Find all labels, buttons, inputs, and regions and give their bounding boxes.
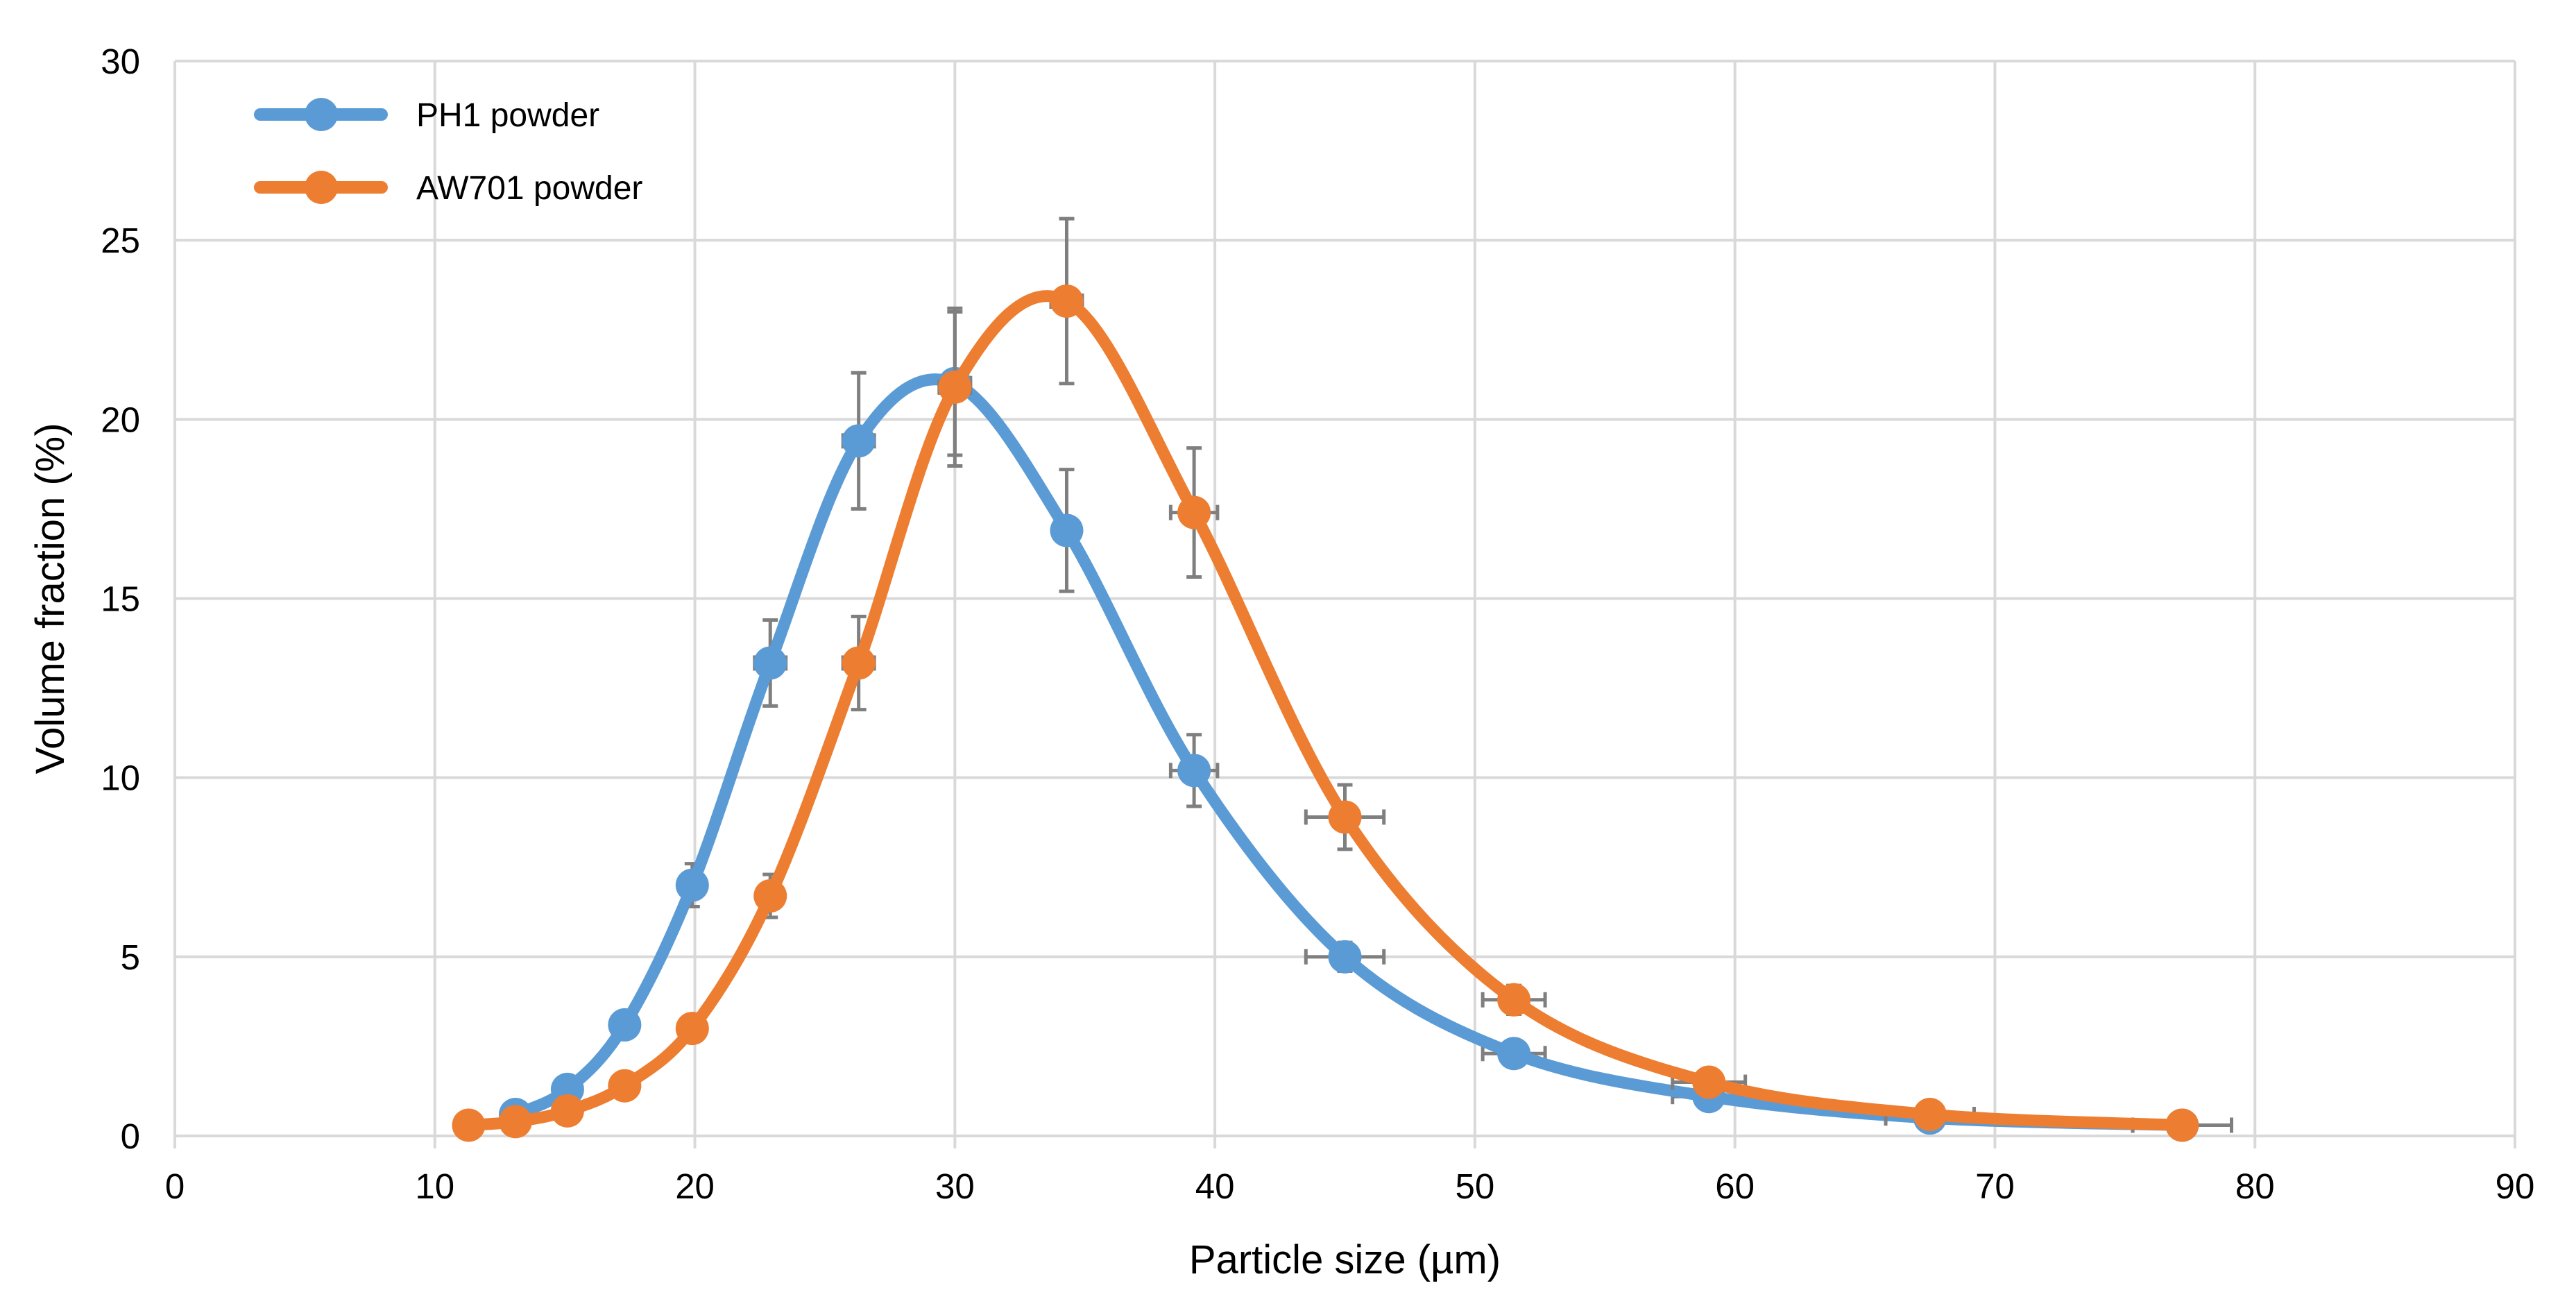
- series-aw701: [452, 217, 2233, 1142]
- x-tick-label: 10: [415, 1166, 454, 1206]
- data-point-aw701: [1913, 1098, 1947, 1132]
- x-tick-label: 0: [165, 1166, 185, 1206]
- legend-label-aw701: AW701 powder: [416, 170, 642, 207]
- x-axis-ticks: 0 10 20 30 40 50 60 70 80 90: [165, 1136, 2535, 1206]
- x-tick-label: 30: [935, 1166, 975, 1206]
- data-point-aw701: [938, 370, 972, 404]
- data-point-ph1: [753, 646, 787, 680]
- x-tick-label: 40: [1195, 1166, 1235, 1206]
- legend-swatch-ph1-marker: [305, 98, 338, 131]
- data-point-aw701: [1497, 983, 1531, 1017]
- data-point-ph1: [608, 1008, 642, 1042]
- x-tick-label: 70: [1975, 1166, 2015, 1206]
- y-tick-label: 25: [101, 221, 140, 260]
- data-point-aw701: [842, 646, 876, 680]
- x-tick-label: 50: [1456, 1166, 1495, 1206]
- y-axis-label: Volume fraction (%): [28, 423, 73, 774]
- data-point-ph1: [1177, 754, 1211, 788]
- data-point-aw701: [753, 879, 787, 913]
- x-tick-label: 60: [1715, 1166, 1755, 1206]
- data-point-aw701: [550, 1094, 584, 1128]
- x-tick-label: 90: [2496, 1166, 2535, 1206]
- data-point-aw701: [608, 1069, 642, 1103]
- x-tick-label: 80: [2235, 1166, 2275, 1206]
- legend-label-ph1: PH1 powder: [416, 97, 599, 134]
- data-point-aw701: [452, 1108, 486, 1142]
- data-point-ph1: [1050, 514, 1084, 548]
- data-point-aw701: [675, 1012, 709, 1046]
- plot-area: [452, 217, 2233, 1142]
- data-point-aw701: [1177, 495, 1211, 529]
- y-tick-label: 20: [101, 400, 140, 439]
- y-tick-label: 0: [121, 1117, 140, 1156]
- data-point-aw701: [2165, 1108, 2199, 1142]
- data-point-aw701: [1050, 284, 1084, 318]
- data-point-aw701: [1692, 1065, 1726, 1099]
- x-axis-label: Particle size (µm): [1189, 1237, 1501, 1282]
- y-tick-label: 30: [101, 42, 140, 81]
- data-point-aw701: [1328, 800, 1362, 834]
- legend: PH1 powder AW701 powder: [254, 97, 642, 207]
- x-tick-label: 20: [675, 1166, 715, 1206]
- y-tick-label: 15: [101, 579, 140, 619]
- y-tick-label: 5: [121, 937, 140, 977]
- y-axis-ticks: 0 5 10 15 20 25 30: [101, 42, 140, 1156]
- data-point-ph1: [1497, 1037, 1531, 1071]
- data-point-ph1: [675, 868, 709, 902]
- y-tick-label: 10: [101, 758, 140, 798]
- legend-swatch-aw701-marker: [305, 171, 338, 204]
- data-point-ph1: [842, 424, 876, 458]
- data-point-ph1: [1328, 940, 1362, 974]
- data-point-aw701: [498, 1105, 532, 1139]
